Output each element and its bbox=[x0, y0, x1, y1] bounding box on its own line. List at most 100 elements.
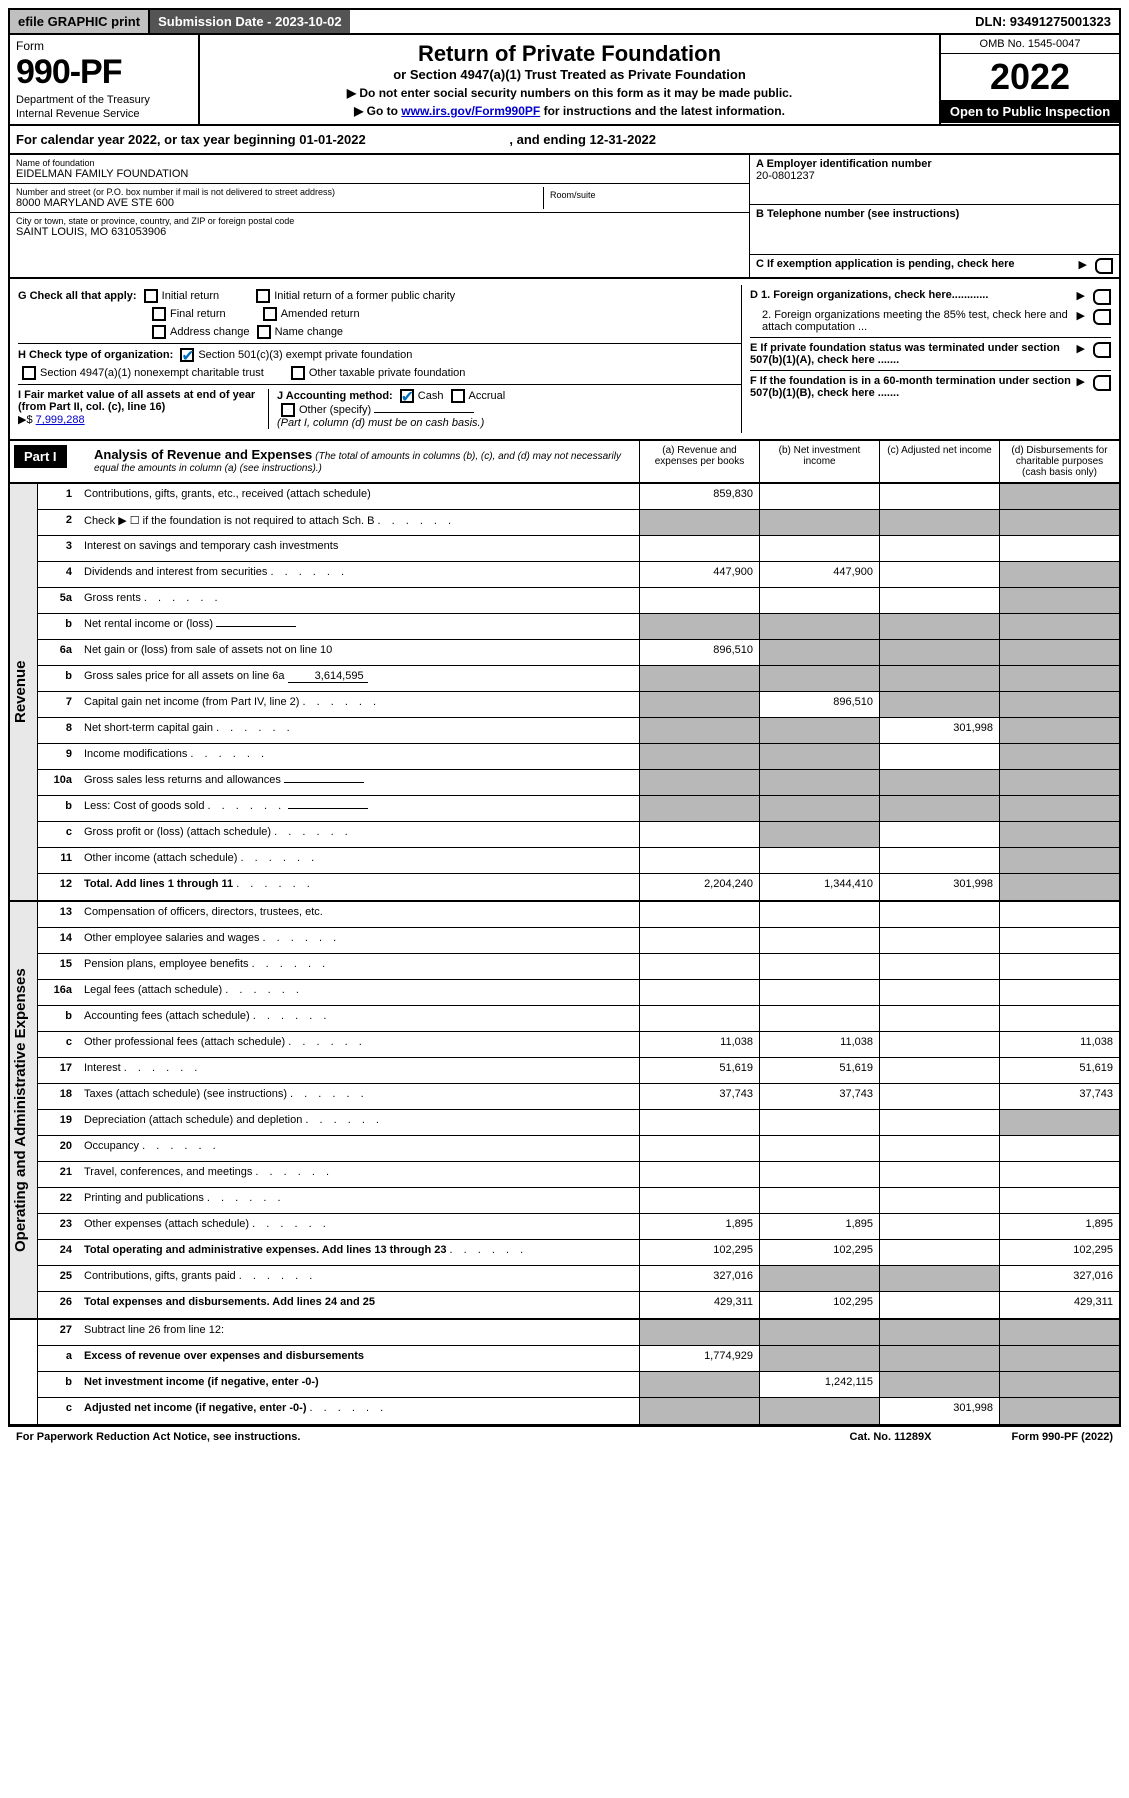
part1-label: Part I bbox=[14, 445, 67, 468]
data-cell-d bbox=[999, 928, 1119, 953]
table-row: 18Taxes (attach schedule) (see instructi… bbox=[38, 1084, 1119, 1110]
g-opt-4: Address change bbox=[170, 326, 250, 338]
d1-label: D 1. Foreign organizations, check here..… bbox=[750, 289, 988, 301]
g-opt-3: Amended return bbox=[281, 308, 360, 320]
other-method-checkbox[interactable] bbox=[281, 403, 295, 417]
header-right: OMB No. 1545-0047 2022 Open to Public In… bbox=[939, 35, 1119, 124]
data-cell-b bbox=[759, 848, 879, 873]
line-number: 12 bbox=[38, 874, 78, 900]
data-cell-c: 301,998 bbox=[879, 874, 999, 900]
pending-label: C If exemption application is pending, c… bbox=[756, 258, 1075, 274]
data-cell-c bbox=[879, 1372, 999, 1397]
name-label: Name of foundation bbox=[16, 158, 743, 168]
check-section: G Check all that apply: Initial return I… bbox=[8, 279, 1121, 441]
line-description: Contributions, gifts, grants, etc., rece… bbox=[78, 484, 639, 509]
address-change-checkbox[interactable] bbox=[152, 325, 166, 339]
h-opt-3: Other taxable private foundation bbox=[309, 367, 466, 379]
data-cell-b bbox=[759, 1320, 879, 1345]
data-cell-d: 37,743 bbox=[999, 1084, 1119, 1109]
accrual-checkbox[interactable] bbox=[451, 389, 465, 403]
line-description: Depreciation (attach schedule) and deple… bbox=[78, 1110, 639, 1135]
data-cell-a bbox=[639, 1398, 759, 1424]
initial-return-checkbox[interactable] bbox=[144, 289, 158, 303]
table-row: 19Depreciation (attach schedule) and dep… bbox=[38, 1110, 1119, 1136]
501c3-checkbox[interactable] bbox=[180, 348, 194, 362]
line-number: 2 bbox=[38, 510, 78, 535]
line-number: 3 bbox=[38, 536, 78, 561]
line-description: Interest on savings and temporary cash i… bbox=[78, 536, 639, 561]
efile-print-button[interactable]: efile GRAPHIC print bbox=[10, 10, 150, 33]
data-cell-a: 51,619 bbox=[639, 1058, 759, 1083]
table-row: 25Contributions, gifts, grants paid . . … bbox=[38, 1266, 1119, 1292]
line-description: Legal fees (attach schedule) . . . . . . bbox=[78, 980, 639, 1005]
line-number: b bbox=[38, 1372, 78, 1397]
data-cell-a bbox=[639, 536, 759, 561]
line-description: Check ▶ ☐ if the foundation is not requi… bbox=[78, 510, 639, 535]
table-row: 14Other employee salaries and wages . . … bbox=[38, 928, 1119, 954]
name-change-checkbox[interactable] bbox=[257, 325, 271, 339]
line-description: Income modifications . . . . . . bbox=[78, 744, 639, 769]
line-number: 16a bbox=[38, 980, 78, 1005]
table-row: 15Pension plans, employee benefits . . .… bbox=[38, 954, 1119, 980]
4947-checkbox[interactable] bbox=[22, 366, 36, 380]
header-left: Form 990-PF Department of the Treasury I… bbox=[10, 35, 200, 124]
cash-checkbox[interactable] bbox=[400, 389, 414, 403]
g-label: G Check all that apply: bbox=[18, 290, 137, 302]
data-cell-b bbox=[759, 1110, 879, 1135]
line-number: 18 bbox=[38, 1084, 78, 1109]
e-checkbox[interactable] bbox=[1093, 342, 1111, 358]
check-right: D 1. Foreign organizations, check here..… bbox=[741, 285, 1111, 433]
data-cell-a: 102,295 bbox=[639, 1240, 759, 1265]
data-cell-d bbox=[999, 692, 1119, 717]
data-cell-a bbox=[639, 1188, 759, 1213]
other-taxable-checkbox[interactable] bbox=[291, 366, 305, 380]
data-cell-b: 102,295 bbox=[759, 1240, 879, 1265]
line-description: Accounting fees (attach schedule) . . . … bbox=[78, 1006, 639, 1031]
instruction-ssn: ▶ Do not enter social security numbers o… bbox=[206, 86, 933, 100]
instr-post: for instructions and the latest informat… bbox=[540, 104, 785, 118]
data-cell-b bbox=[759, 536, 879, 561]
g-opt-5: Name change bbox=[275, 326, 344, 338]
line-number: b bbox=[38, 796, 78, 821]
dept-irs: Internal Revenue Service bbox=[16, 108, 192, 120]
data-cell-a bbox=[639, 770, 759, 795]
calendar-year-row: For calendar year 2022, or tax year begi… bbox=[8, 126, 1121, 155]
data-cell-c bbox=[879, 1162, 999, 1187]
info-left: Name of foundation EIDELMAN FAMILY FOUND… bbox=[10, 155, 749, 277]
line-number: 1 bbox=[38, 484, 78, 509]
data-cell-d bbox=[999, 822, 1119, 847]
line-description: Capital gain net income (from Part IV, l… bbox=[78, 692, 639, 717]
j-cash: Cash bbox=[418, 390, 444, 402]
data-cell-c bbox=[879, 1084, 999, 1109]
irs-link[interactable]: www.irs.gov/Form990PF bbox=[401, 104, 540, 118]
address-label: Number and street (or P.O. box number if… bbox=[16, 187, 543, 197]
col-a-head: (a) Revenue and expenses per books bbox=[639, 441, 759, 482]
line-number: 22 bbox=[38, 1188, 78, 1213]
form-subtitle: or Section 4947(a)(1) Trust Treated as P… bbox=[206, 67, 933, 82]
data-cell-c bbox=[879, 484, 999, 509]
data-cell-b bbox=[759, 640, 879, 665]
line-number: 5a bbox=[38, 588, 78, 613]
d1-checkbox[interactable] bbox=[1093, 289, 1111, 305]
cal-year-end: , and ending 12-31-2022 bbox=[509, 132, 656, 147]
initial-former-checkbox[interactable] bbox=[256, 289, 270, 303]
f-checkbox[interactable] bbox=[1093, 375, 1111, 391]
data-cell-b bbox=[759, 1188, 879, 1213]
data-cell-a bbox=[639, 928, 759, 953]
line-number: 23 bbox=[38, 1214, 78, 1239]
pending-checkbox[interactable] bbox=[1095, 258, 1113, 274]
data-cell-c bbox=[879, 928, 999, 953]
data-cell-c bbox=[879, 1240, 999, 1265]
h-opt-2: Section 4947(a)(1) nonexempt charitable … bbox=[40, 367, 264, 379]
data-cell-c bbox=[879, 1320, 999, 1345]
data-cell-b: 102,295 bbox=[759, 1292, 879, 1318]
final-return-checkbox[interactable] bbox=[152, 307, 166, 321]
fair-market-value: 7,999,288 bbox=[36, 414, 85, 426]
d2-checkbox[interactable] bbox=[1093, 309, 1111, 325]
data-cell-a: 859,830 bbox=[639, 484, 759, 509]
amended-return-checkbox[interactable] bbox=[263, 307, 277, 321]
line-number: 19 bbox=[38, 1110, 78, 1135]
table-row: 17Interest . . . . . .51,61951,61951,619 bbox=[38, 1058, 1119, 1084]
data-cell-c bbox=[879, 614, 999, 639]
data-cell-c: 301,998 bbox=[879, 1398, 999, 1424]
